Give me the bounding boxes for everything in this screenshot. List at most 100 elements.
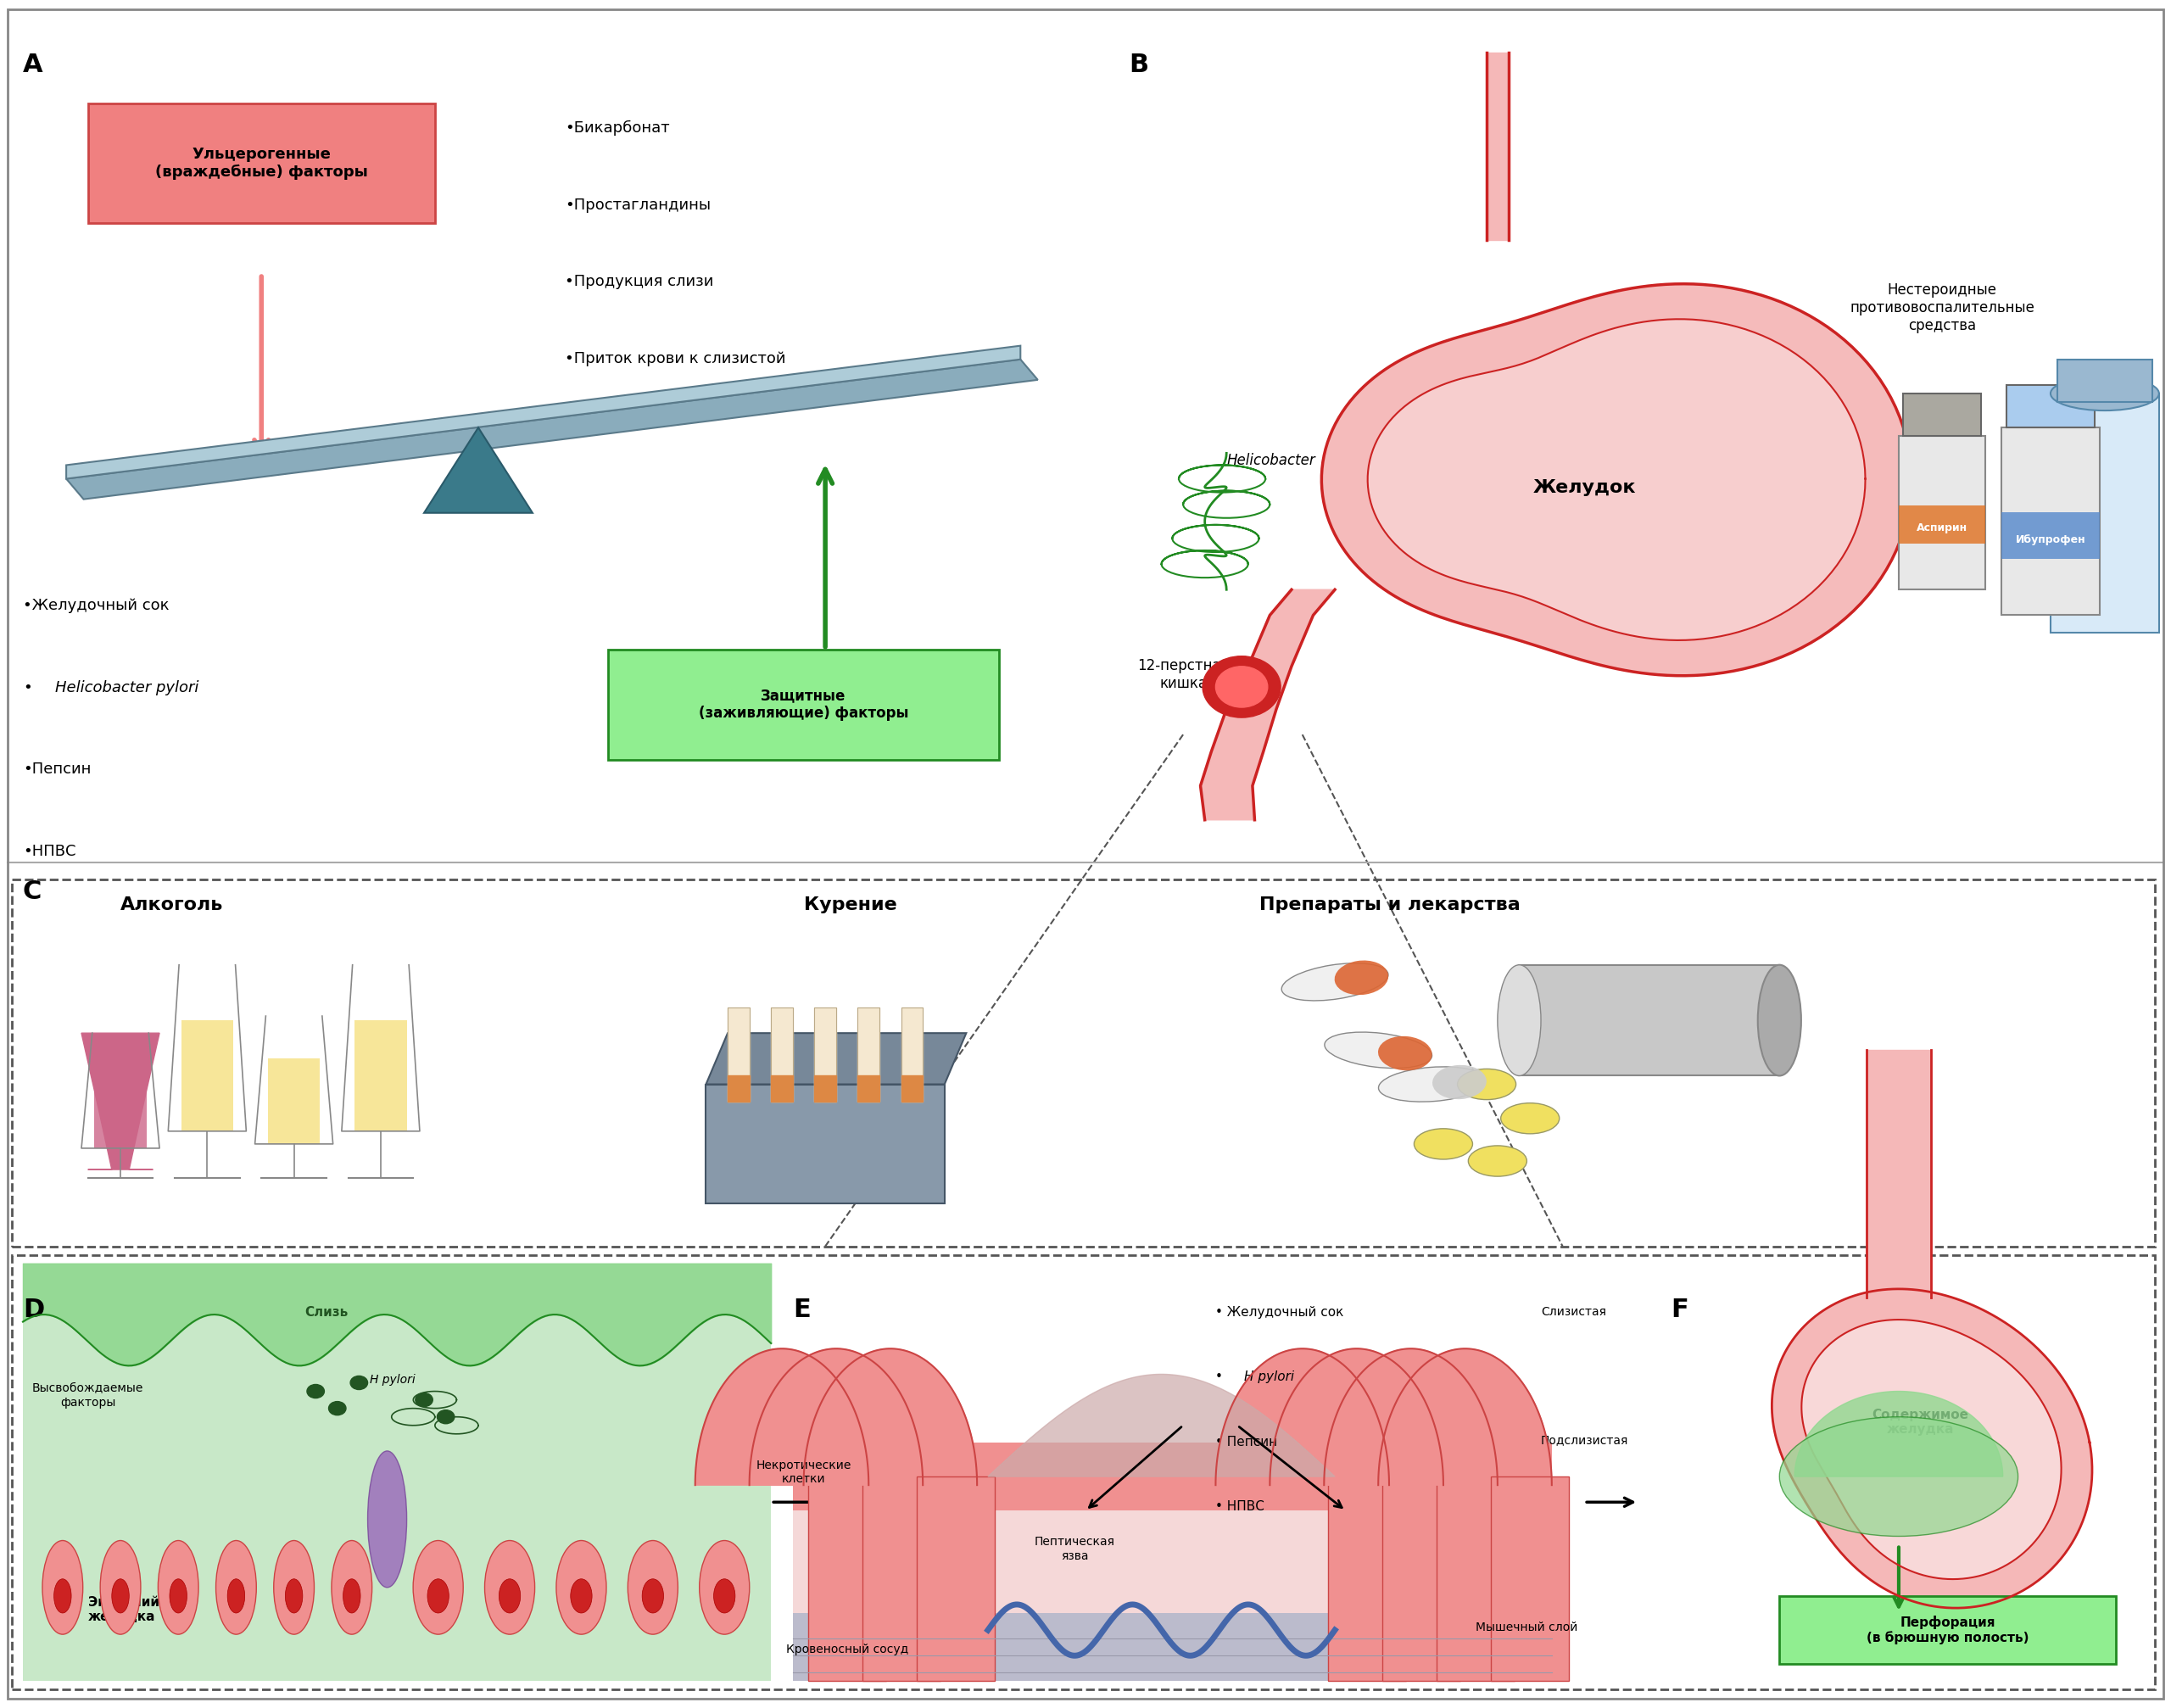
Polygon shape [814, 1008, 836, 1102]
Text: A: A [24, 53, 43, 77]
Ellipse shape [412, 1541, 462, 1635]
Ellipse shape [100, 1541, 141, 1635]
Text: Мышечный слой: Мышечный слой [1476, 1621, 1578, 1633]
Polygon shape [1248, 615, 1313, 666]
Text: •Простагландины: •Простагландины [564, 198, 710, 212]
FancyBboxPatch shape [87, 104, 434, 224]
FancyBboxPatch shape [608, 649, 999, 760]
Text: Слизь: Слизь [304, 1307, 347, 1319]
Bar [2002, 427, 2099, 615]
Polygon shape [1772, 1290, 2093, 1607]
Text: Helicobacter: Helicobacter [1227, 453, 1316, 468]
Bar [2052, 393, 2158, 632]
Text: Аспирин: Аспирин [1915, 572, 1969, 584]
Polygon shape [1867, 1050, 1932, 1298]
Ellipse shape [1500, 1103, 1559, 1134]
Polygon shape [1270, 1349, 1444, 1484]
Text: •: • [1216, 1372, 1227, 1383]
Ellipse shape [1433, 1066, 1487, 1100]
Polygon shape [1227, 666, 1292, 709]
Polygon shape [988, 1375, 1335, 1476]
Text: Некротические
клетки: Некротические клетки [756, 1460, 851, 1486]
Polygon shape [727, 1076, 749, 1102]
Bar [1520, 965, 1780, 1076]
Text: Аспирин: Аспирин [1917, 523, 1967, 533]
Polygon shape [814, 1076, 836, 1102]
Bar [792, 1510, 1552, 1612]
Bar [93, 1071, 145, 1148]
Text: Желудок: Желудок [1533, 478, 1635, 495]
Ellipse shape [284, 1578, 302, 1612]
Text: Перфорация
(в брюшную полость): Перфорация (в брюшную полость) [1867, 1616, 2028, 1645]
Ellipse shape [1457, 1069, 1515, 1100]
Text: Ибупрофен: Ибупрофен [2036, 572, 2108, 584]
Text: Высвобождаемые
факторы: Высвобождаемые факторы [33, 1383, 143, 1409]
Polygon shape [803, 1349, 977, 1484]
Ellipse shape [571, 1578, 593, 1612]
Text: Алкоголь: Алкоголь [119, 897, 224, 914]
Polygon shape [1201, 752, 1264, 786]
Text: 12-перстная
кишка: 12-перстная кишка [1138, 658, 1229, 690]
Text: C: C [24, 880, 41, 904]
Bar [792, 1612, 1552, 1681]
Text: Защитные
(заживляющие) факторы: Защитные (заживляющие) факторы [699, 688, 907, 721]
Polygon shape [67, 345, 1020, 478]
Circle shape [415, 1394, 432, 1407]
Bar [1491, 1476, 1570, 1681]
Text: Курение: Курение [803, 897, 897, 914]
Ellipse shape [274, 1541, 315, 1635]
Text: H pylori: H pylori [369, 1375, 415, 1387]
Bar [1383, 1476, 1461, 1681]
Ellipse shape [484, 1541, 534, 1635]
Text: • Желудочный сок: • Желудочный сок [1216, 1307, 1344, 1319]
Polygon shape [749, 1349, 923, 1484]
Ellipse shape [111, 1578, 128, 1612]
Text: Helicobacter pylori: Helicobacter pylori [56, 680, 200, 695]
Bar [1900, 436, 1986, 589]
Polygon shape [771, 1076, 792, 1102]
Ellipse shape [499, 1578, 521, 1612]
Polygon shape [1322, 284, 1910, 676]
Text: Ибупрофен: Ибупрофен [2015, 535, 2086, 545]
Text: Нестероидные
противовоспалительные
средства: Нестероидные противовоспалительные средс… [1850, 282, 2034, 333]
Polygon shape [1802, 1320, 2060, 1580]
Polygon shape [1324, 1349, 1498, 1484]
Ellipse shape [367, 1452, 406, 1587]
Ellipse shape [43, 1541, 82, 1635]
Bar [267, 1059, 319, 1144]
Bar [916, 1476, 994, 1681]
Text: •Приток крови к слизистой: •Приток крови к слизистой [564, 350, 786, 366]
Text: Пептическая
язва: Пептическая язва [1033, 1535, 1116, 1561]
Bar [1904, 393, 1982, 436]
Ellipse shape [1468, 1146, 1526, 1177]
Bar [24, 1264, 771, 1681]
Ellipse shape [169, 1578, 187, 1612]
Ellipse shape [699, 1541, 749, 1635]
Polygon shape [695, 1349, 868, 1484]
Polygon shape [727, 1008, 749, 1102]
Bar [2002, 512, 2099, 559]
Text: Препараты и лекарства: Препараты и лекарства [1259, 897, 1520, 914]
Polygon shape [1216, 1349, 1389, 1484]
Bar [1900, 506, 1986, 543]
Bar [792, 1264, 1617, 1681]
Ellipse shape [228, 1578, 245, 1612]
Bar [862, 1476, 940, 1681]
Ellipse shape [714, 1578, 736, 1612]
Polygon shape [858, 1008, 879, 1102]
Text: •Желудочный сок: •Желудочный сок [24, 598, 169, 613]
Polygon shape [67, 359, 1038, 499]
Ellipse shape [1379, 1068, 1487, 1102]
Ellipse shape [428, 1578, 449, 1612]
Text: В: В [1129, 53, 1148, 77]
Text: E: E [792, 1298, 810, 1322]
Ellipse shape [627, 1541, 677, 1635]
Ellipse shape [2052, 376, 2158, 410]
Polygon shape [1379, 1349, 1552, 1484]
Polygon shape [901, 1008, 923, 1102]
Circle shape [350, 1377, 367, 1390]
Polygon shape [771, 1008, 792, 1102]
Ellipse shape [332, 1541, 371, 1635]
Ellipse shape [215, 1541, 256, 1635]
Bar [706, 1085, 944, 1204]
